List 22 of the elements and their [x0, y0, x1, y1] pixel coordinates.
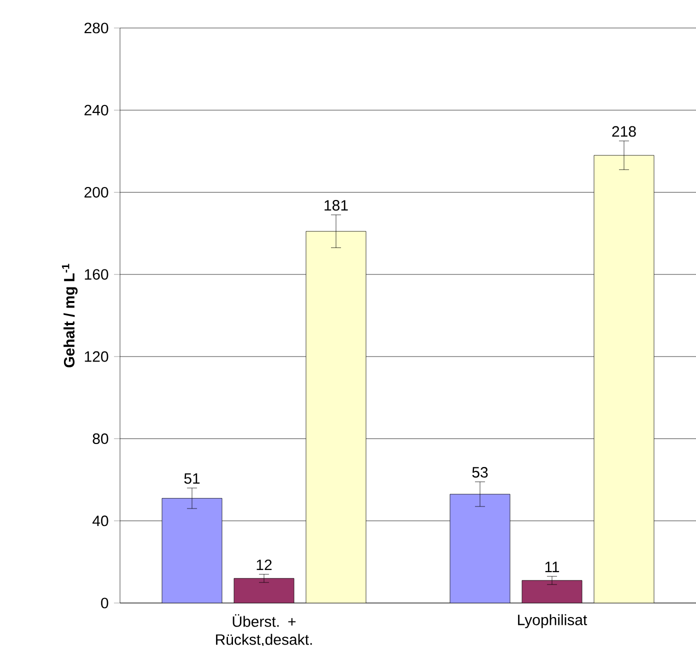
data-label: 53 [472, 467, 488, 478]
bar [450, 494, 510, 603]
x-tick-label: Lyophilisat [518, 614, 588, 628]
bar [306, 231, 366, 603]
data-label: 181 [324, 200, 348, 211]
bar [234, 578, 294, 603]
y-tick-label: 80 [92, 433, 108, 444]
y-tick-label: 280 [84, 22, 108, 34]
data-label: 218 [612, 126, 636, 137]
y-tick-label: 40 [92, 516, 108, 526]
y-tick-label: 200 [84, 186, 108, 198]
bar [522, 580, 582, 603]
bar [162, 498, 222, 603]
data-label: 51 [184, 473, 200, 484]
y-tick-label: 240 [84, 104, 108, 116]
y-tick-label: 160 [84, 269, 108, 280]
y-tick-label: 120 [84, 351, 108, 362]
data-label: 12 [256, 560, 272, 570]
y-tick-label: 0 [101, 598, 108, 608]
y-axis-title: Gehalt / mg L$^{-1}$ [62, 264, 78, 368]
bar [594, 155, 654, 603]
data-label: 11 [545, 562, 560, 572]
